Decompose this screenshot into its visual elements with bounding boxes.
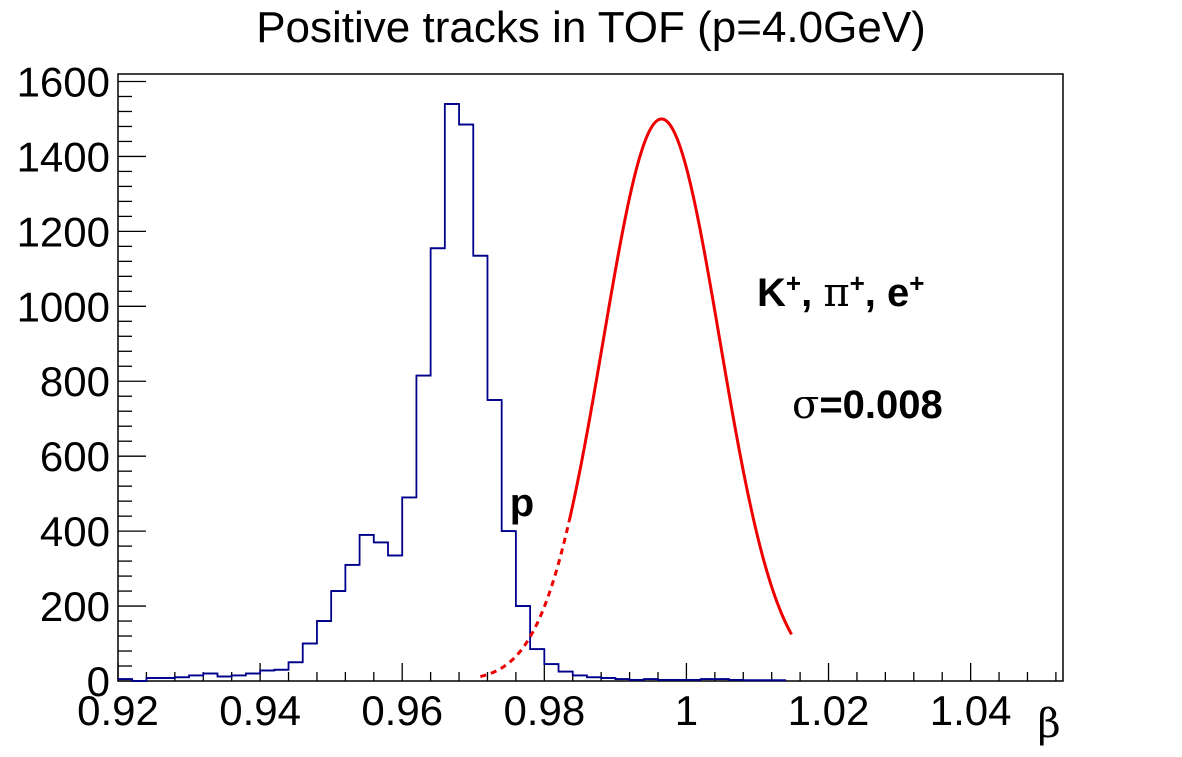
plot-frame: [117, 73, 1064, 682]
y-tick-label: 400: [40, 508, 110, 555]
sigma-value: =0.008: [819, 383, 942, 427]
species-separator-1: ,: [801, 271, 823, 315]
x-tick-label: 0.92: [77, 687, 159, 734]
x-tick-label: 0.98: [503, 687, 585, 734]
positron-charge: +: [909, 268, 924, 298]
y-tick-label: 1200: [17, 208, 110, 255]
y-axis-ticks: [118, 80, 146, 682]
x-tick-label: 0.96: [361, 687, 443, 734]
y-axis-tick-labels: 0 200 400 600 800 1000 1200 1400 1600: [17, 58, 110, 705]
x-tick-label: 1.04: [930, 687, 1012, 734]
x-tick-label: 1: [675, 687, 698, 734]
y-tick-label: 1000: [17, 283, 110, 330]
sigma-label: σ=0.008: [792, 382, 943, 428]
x-axis-tick-labels: 0.92 0.94 0.96 0.98 1 1.02 1.04: [77, 687, 1011, 734]
proton-label: p: [510, 481, 534, 525]
positron-letter: , e: [865, 271, 909, 315]
kaon-letter: K: [757, 271, 786, 315]
x-axis-label: β: [1037, 701, 1060, 747]
sigma-symbol: σ: [792, 382, 819, 428]
y-tick-label: 800: [40, 358, 110, 405]
chart-title: Positive tracks in TOF (p=4.0GeV): [256, 3, 926, 52]
x-tick-label: 1.02: [788, 687, 870, 734]
y-tick-label: 200: [40, 583, 110, 630]
kaon-charge: +: [786, 268, 801, 298]
gaussian-fit: [480, 117, 793, 678]
species-label: K+, π+, e+: [757, 268, 924, 316]
y-tick-label: 600: [40, 433, 110, 480]
x-tick-label: 0.94: [219, 687, 301, 734]
y-tick-label: 0: [87, 658, 110, 705]
x-axis-ticks: [117, 663, 1057, 681]
y-tick-label: 1400: [17, 133, 110, 180]
histogram-outline: [118, 103, 786, 682]
histogram-series: [118, 103, 786, 682]
fit-extrapolation-dashed: [480, 520, 571, 678]
fit-curve-solid: [567, 117, 793, 636]
y-tick-label: 1600: [17, 58, 110, 105]
pion-symbol: π: [823, 270, 849, 316]
pion-charge: +: [850, 268, 865, 298]
